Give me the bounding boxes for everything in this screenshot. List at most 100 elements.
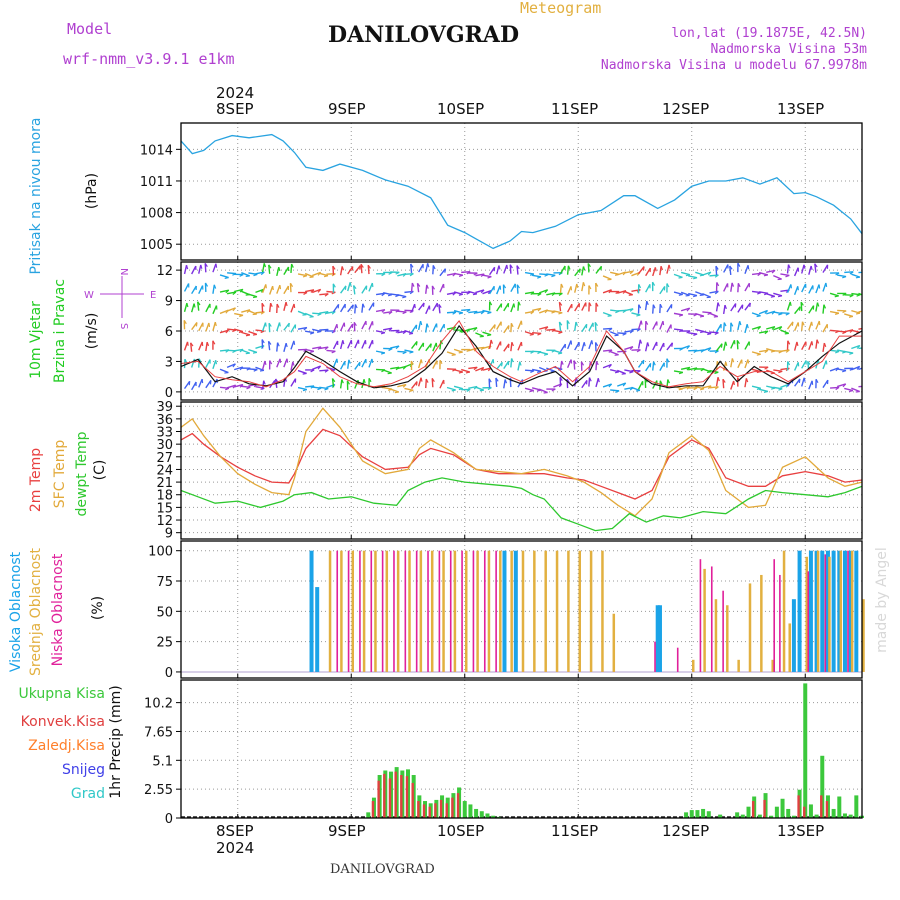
wind-barb-head: [360, 263, 364, 268]
wind-barb-head: [588, 377, 592, 382]
cloud-bar-mid: [328, 550, 332, 672]
cloud-bar-low: [722, 590, 724, 672]
wind-barb: [290, 378, 297, 387]
wind-barb: [553, 329, 563, 333]
wind-barb-head: [803, 264, 806, 269]
wind-barb: [715, 266, 718, 276]
wind-barb: [793, 322, 799, 331]
wind-barb-head: [558, 292, 563, 296]
wind-barb-head: [678, 314, 684, 317]
model-elevation: Nadmorska Visina u modelu 67.9978m: [600, 58, 867, 73]
wind-barb-head: [317, 387, 322, 391]
clouds-panel: 0 25 50 75 100: [148, 541, 865, 681]
wind-barb: [730, 339, 736, 349]
wind-barb-head: [395, 329, 400, 333]
wind-barb: [602, 275, 612, 281]
wind-barb: [482, 331, 492, 336]
wind-barb: [822, 379, 829, 389]
wind-barb: [637, 380, 644, 390]
wind-barb-head: [693, 333, 698, 337]
wind-barb: [517, 320, 523, 330]
wind-barb: [624, 308, 634, 312]
wind-barb-head: [395, 271, 400, 275]
wind-barb-head: [289, 282, 294, 287]
wind-barb: [758, 271, 769, 276]
wind-barb: [496, 321, 502, 330]
wind-barb-head: [835, 386, 840, 391]
wind-barb-head: [814, 263, 818, 268]
cloud-bar-mid: [788, 623, 791, 672]
wind-barb: [595, 378, 600, 388]
cloud-bar-low: [393, 550, 395, 672]
wind-barb-head: [260, 271, 265, 276]
wind-barb: [666, 304, 673, 313]
wind-barb: [255, 366, 265, 372]
precip-bar-total: [746, 806, 751, 818]
tick-label: 25: [156, 636, 173, 651]
tick-label: 10.2: [144, 697, 173, 712]
precip-bar-total: [842, 813, 847, 818]
wind-barb: [524, 331, 534, 336]
wind-barb-head: [849, 271, 854, 275]
wind-barb-head: [439, 359, 443, 365]
wind-barb: [532, 274, 542, 278]
wind-barb: [461, 308, 471, 312]
wind-barb-head: [425, 378, 429, 383]
wind-barb: [248, 293, 258, 298]
wind-barb-head: [842, 331, 847, 335]
wind-barb-head: [756, 315, 761, 318]
wind-barb: [261, 263, 265, 273]
wind-barb-head: [380, 332, 386, 335]
wind-barb: [602, 383, 612, 388]
wind-barb: [566, 340, 572, 350]
wind-barb-head: [558, 352, 563, 355]
tick-label: 1005: [140, 238, 173, 253]
wind-barb: [581, 342, 585, 352]
cloud-bar-mid: [714, 599, 718, 672]
wind-barb-head: [724, 341, 728, 346]
cloud-bar-low: [495, 550, 497, 672]
wind-barb: [311, 271, 321, 277]
wind-barb-head: [810, 265, 813, 271]
wind-barb-head: [787, 340, 791, 345]
wind-barb-head: [801, 321, 805, 326]
cloud-bar-mid: [805, 556, 808, 672]
date-9sep-top: 9SEP: [328, 100, 366, 118]
cloud-bar-high: [309, 550, 314, 672]
compass-e: E: [150, 290, 156, 301]
wind-barb-head: [645, 320, 649, 325]
wind-barb: [290, 263, 293, 273]
wind-barb-head: [480, 367, 485, 371]
cloud-bar-low: [847, 550, 849, 672]
wind-barb: [786, 264, 790, 274]
wind-barb: [404, 272, 414, 275]
wind-barb: [439, 283, 445, 293]
wind-barb-head: [409, 389, 414, 393]
wind-barb-head: [252, 351, 258, 354]
wind-barb: [829, 310, 840, 314]
wind-barb-head: [410, 360, 414, 365]
wind-barb: [290, 361, 294, 371]
wind-barb: [532, 332, 542, 335]
wind-barb: [496, 285, 501, 295]
wind-barb-head: [723, 322, 727, 327]
wind-barb: [446, 291, 456, 296]
wind-barb-head: [324, 387, 329, 391]
wind-barb: [808, 285, 814, 294]
wind-barb: [305, 330, 315, 334]
wind-barb: [495, 265, 500, 275]
wind-barb-head: [815, 378, 819, 384]
wind-barb: [525, 369, 535, 372]
cloud-bar-mid: [862, 599, 865, 672]
wind-barb-head: [757, 291, 762, 295]
wind-barb: [617, 332, 627, 335]
wind-barb: [574, 283, 578, 293]
cloud-bar-mid: [771, 659, 774, 672]
year-bottom: 2024: [216, 839, 255, 857]
wind-barb-head: [566, 320, 570, 325]
pressure-frame: [180, 122, 863, 261]
wind-barb-head: [864, 348, 867, 350]
wind-barb-head: [558, 312, 563, 315]
wind-barb: [531, 307, 542, 312]
